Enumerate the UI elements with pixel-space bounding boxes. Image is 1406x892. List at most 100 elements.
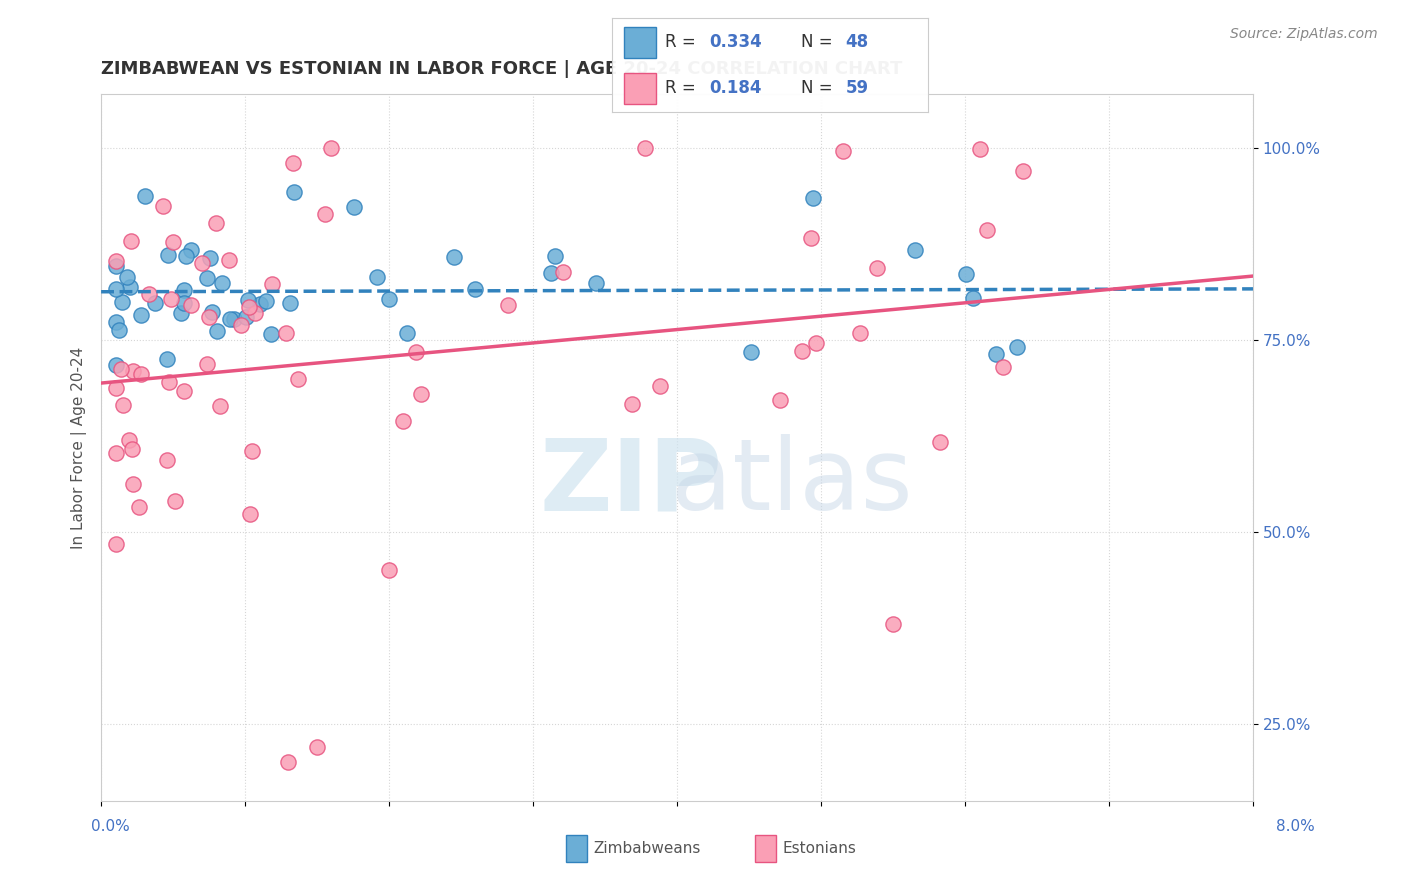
FancyBboxPatch shape <box>755 835 776 862</box>
Point <box>464 282 486 296</box>
Point <box>443 250 465 264</box>
Point <box>254 293 277 308</box>
Point <box>281 155 304 169</box>
Point <box>152 199 174 213</box>
Text: N =: N = <box>801 79 838 97</box>
Point <box>195 270 218 285</box>
Point <box>129 309 152 323</box>
Point <box>205 324 228 338</box>
Point <box>138 287 160 301</box>
Text: 0.0%: 0.0% <box>91 820 131 834</box>
Point <box>391 414 413 428</box>
Point <box>976 223 998 237</box>
Point <box>180 298 202 312</box>
Point <box>118 433 141 447</box>
Text: Source: ZipAtlas.com: Source: ZipAtlas.com <box>1230 27 1378 41</box>
Point <box>287 372 309 386</box>
Point <box>121 442 143 456</box>
Point <box>120 235 142 249</box>
Point <box>962 291 984 305</box>
Text: N =: N = <box>801 33 838 51</box>
Point <box>128 500 150 514</box>
Point <box>314 207 336 221</box>
Point <box>180 244 202 258</box>
Point <box>169 306 191 320</box>
Y-axis label: In Labor Force | Age 20-24: In Labor Force | Age 20-24 <box>72 346 87 549</box>
Point <box>218 253 240 268</box>
Point <box>159 376 181 390</box>
Point <box>104 537 127 551</box>
Point <box>378 292 401 306</box>
Point <box>173 283 195 297</box>
Point <box>551 265 574 279</box>
Point <box>104 446 127 460</box>
Point <box>111 294 134 309</box>
Point <box>238 300 260 314</box>
Point <box>278 295 301 310</box>
Point <box>343 200 366 214</box>
Text: Zimbabweans: Zimbabweans <box>593 841 700 855</box>
Point <box>277 756 299 770</box>
Point <box>929 434 952 449</box>
Point <box>198 310 221 324</box>
Point <box>143 296 166 310</box>
Point <box>200 252 222 266</box>
Point <box>378 564 401 578</box>
Point <box>1005 340 1028 354</box>
Point <box>104 259 127 273</box>
FancyBboxPatch shape <box>624 28 655 58</box>
Point <box>235 310 257 324</box>
Point <box>740 345 762 359</box>
Point <box>866 261 889 276</box>
Text: 0.184: 0.184 <box>710 79 762 97</box>
Text: 59: 59 <box>846 79 869 97</box>
Point <box>283 186 305 200</box>
Text: 8.0%: 8.0% <box>1275 820 1315 834</box>
Point <box>156 351 179 366</box>
Point <box>163 494 186 508</box>
Text: atlas: atlas <box>672 434 912 532</box>
Point <box>955 267 977 281</box>
Point <box>204 216 226 230</box>
Point <box>162 235 184 249</box>
Point <box>111 398 134 412</box>
Point <box>110 362 132 376</box>
Point <box>274 326 297 340</box>
Point <box>969 142 991 156</box>
Point <box>174 249 197 263</box>
Point <box>173 296 195 310</box>
Point <box>134 188 156 202</box>
Point <box>882 617 904 632</box>
Point <box>806 335 828 350</box>
Point <box>904 244 927 258</box>
Point <box>238 293 260 308</box>
Point <box>307 739 329 754</box>
Point <box>790 344 813 359</box>
Point <box>159 292 181 306</box>
Point <box>239 507 262 521</box>
Point <box>405 345 427 359</box>
Point <box>409 387 432 401</box>
Point <box>156 453 179 467</box>
Point <box>243 306 266 320</box>
FancyBboxPatch shape <box>624 73 655 104</box>
Point <box>800 230 823 244</box>
Text: 0.334: 0.334 <box>710 33 762 51</box>
Point <box>107 323 129 337</box>
Point <box>104 358 127 372</box>
Point <box>366 269 388 284</box>
Point <box>585 276 607 290</box>
Text: R =: R = <box>665 33 702 51</box>
Point <box>115 269 138 284</box>
Point <box>319 141 342 155</box>
Point <box>240 444 263 458</box>
Point <box>173 384 195 399</box>
Point <box>633 141 655 155</box>
Point <box>104 315 127 329</box>
Point <box>648 379 671 393</box>
Point <box>219 311 242 326</box>
Point <box>260 327 283 342</box>
Point <box>121 476 143 491</box>
Text: 48: 48 <box>846 33 869 51</box>
Point <box>104 253 127 268</box>
